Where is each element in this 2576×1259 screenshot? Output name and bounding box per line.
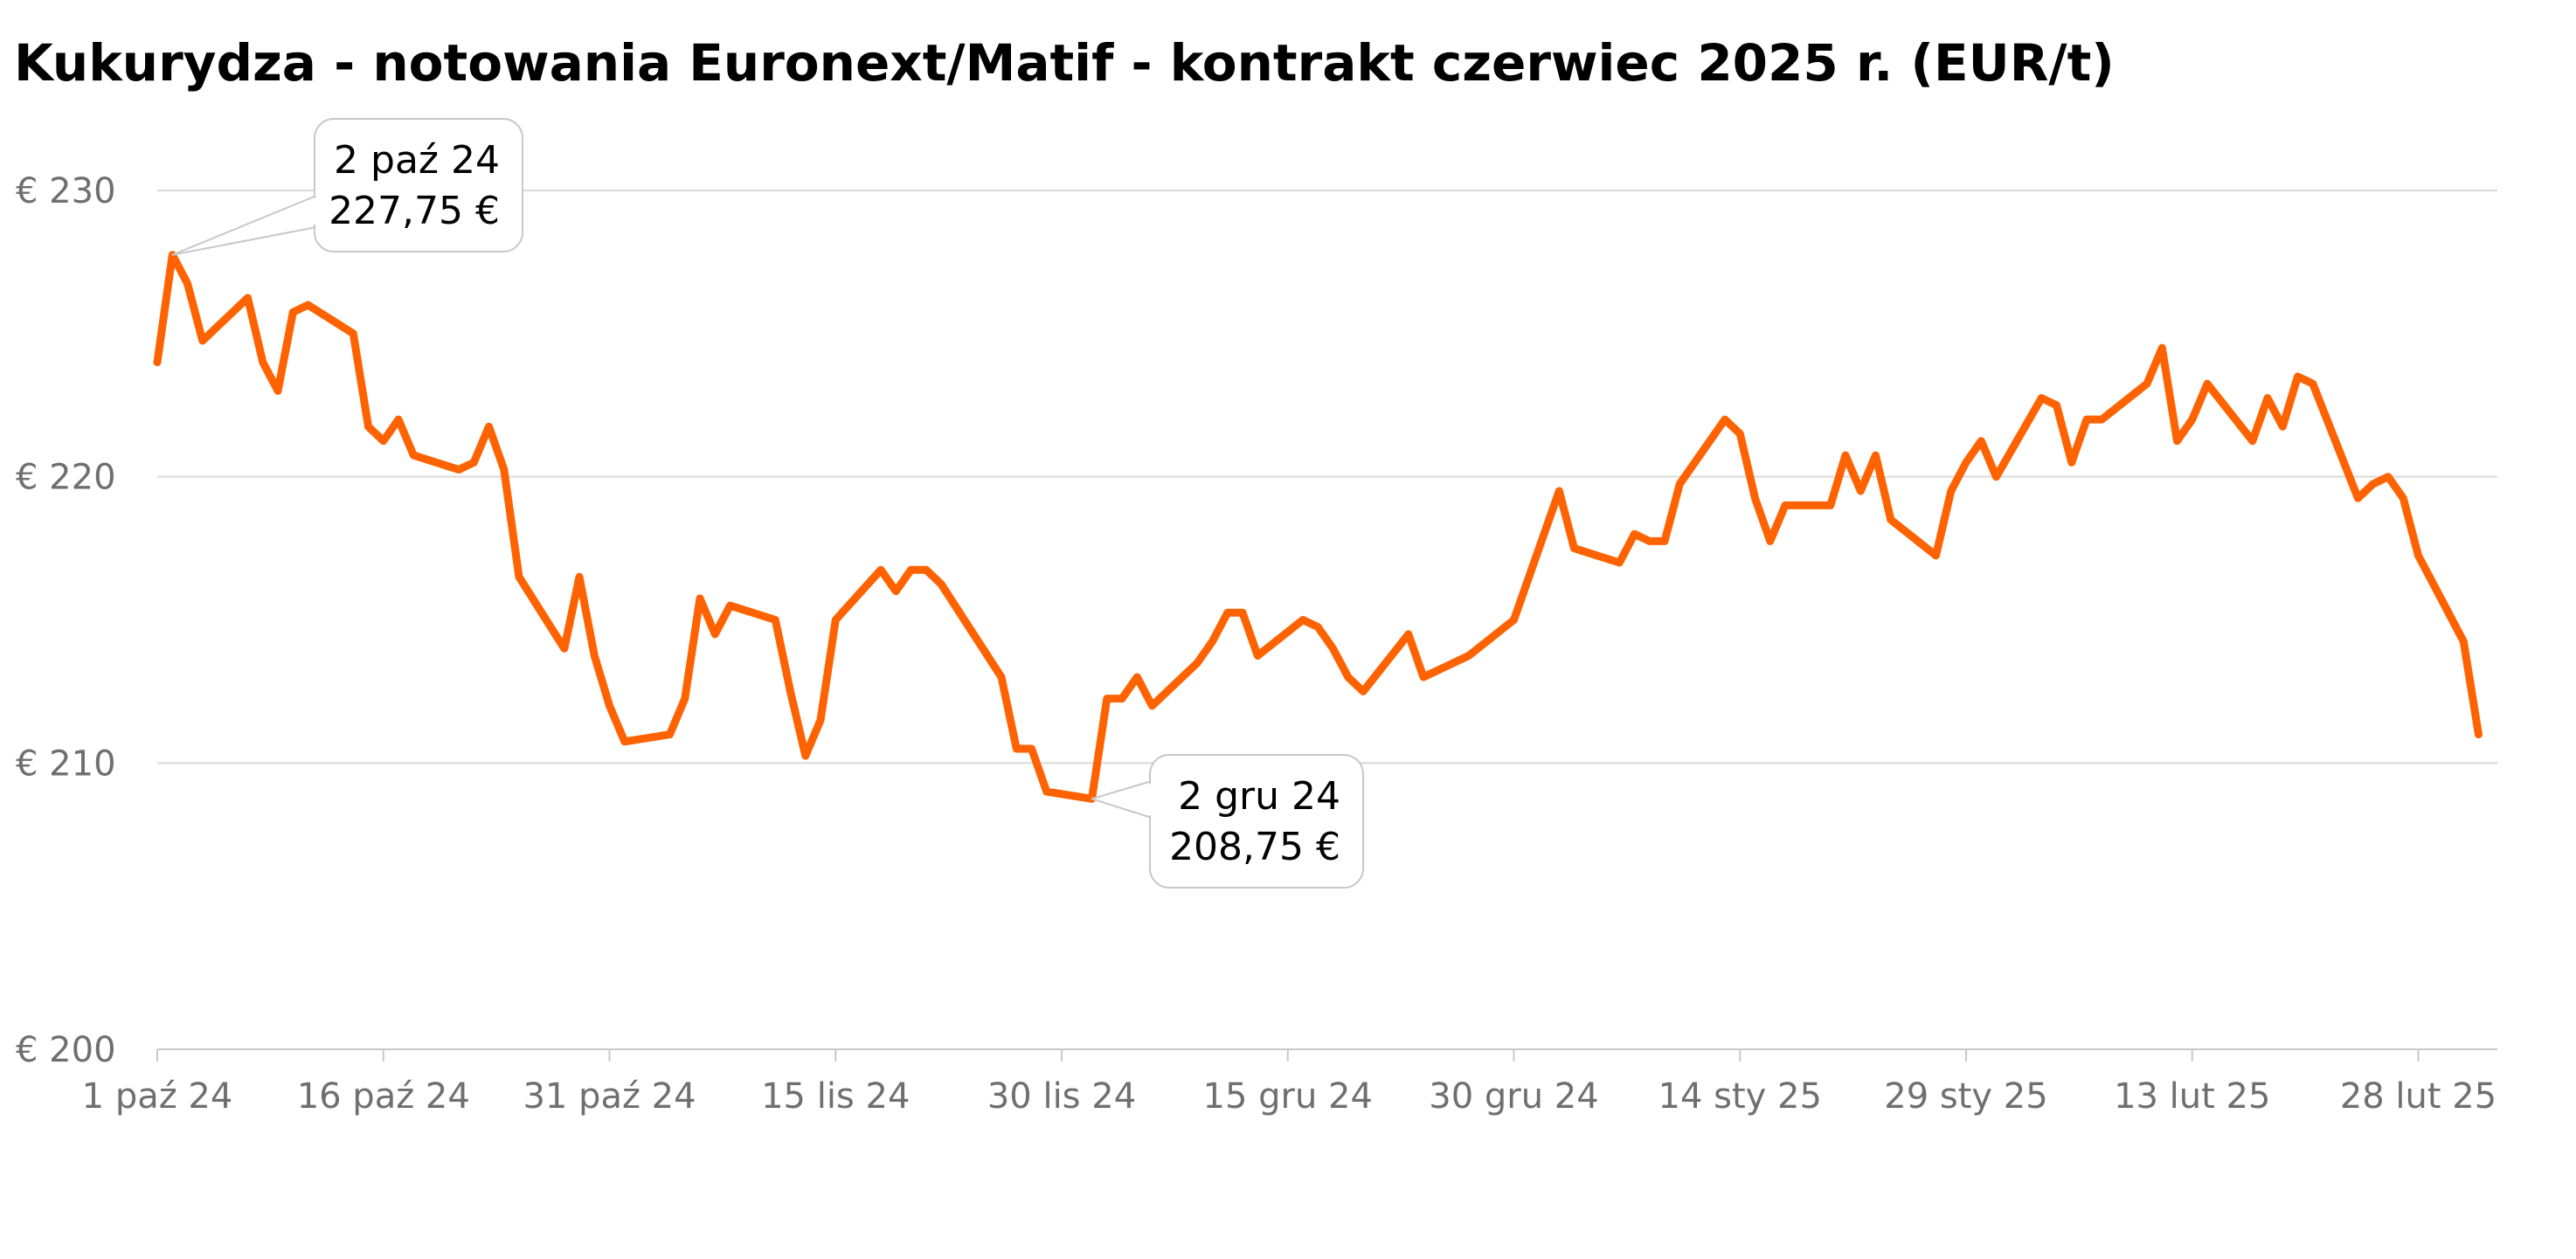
callout-label: 2 gru 24 <box>1178 774 1340 819</box>
y-tick-label: € 200 <box>16 1030 116 1070</box>
x-tick-label: 28 lut 25 <box>2340 1076 2496 1117</box>
callout-box <box>314 118 523 252</box>
callout-pointer <box>171 195 317 256</box>
chart-title: Kukurydza - notowania Euronext/Matif - k… <box>14 33 2115 93</box>
y-axis: € 230 € 220 € 210 € 200 <box>16 171 116 1070</box>
callout-label: 2 paź 24 <box>334 138 500 183</box>
x-tick-label: 31 paź 24 <box>523 1076 696 1117</box>
x-tick-label: 16 paź 24 <box>297 1076 470 1117</box>
x-tick-label: 14 sty 25 <box>1658 1076 1822 1117</box>
callout-label: 208,75 € <box>1169 825 1340 869</box>
x-tick-label: 30 gru 24 <box>1429 1076 1598 1117</box>
x-tick-label: 1 paź 24 <box>82 1076 233 1117</box>
x-tick-label: 15 gru 24 <box>1203 1076 1373 1117</box>
x-tick-label: 13 lut 25 <box>2114 1076 2270 1117</box>
y-tick-label: € 220 <box>16 458 116 498</box>
x-tick-label: 15 lis 24 <box>761 1076 910 1117</box>
x-tick-label: 29 sty 25 <box>1884 1076 2047 1117</box>
y-tick-label: € 210 <box>16 744 116 784</box>
series-line <box>153 251 2483 803</box>
callout-box <box>1149 754 1364 889</box>
x-tick-label: 30 lis 24 <box>987 1076 1136 1117</box>
series <box>153 251 2483 803</box>
annotations: 2 paź 24 227,75 € 2 gru 24 208,75 € <box>171 118 1364 889</box>
callout-pointer <box>1091 780 1153 819</box>
y-tick-label: € 230 <box>16 171 116 211</box>
x-axis: 1 paź 24 16 paź 24 31 paź 24 15 lis 24 30 li… <box>82 1048 2497 1117</box>
callout-label: 227,75 € <box>329 189 500 233</box>
